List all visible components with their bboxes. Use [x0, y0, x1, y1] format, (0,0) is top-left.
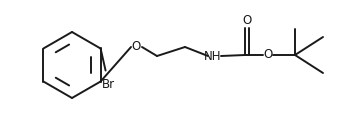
Text: Br: Br: [102, 78, 115, 91]
Text: O: O: [131, 40, 141, 54]
Text: O: O: [263, 48, 273, 62]
Text: NH: NH: [204, 50, 222, 63]
Text: O: O: [242, 14, 252, 26]
